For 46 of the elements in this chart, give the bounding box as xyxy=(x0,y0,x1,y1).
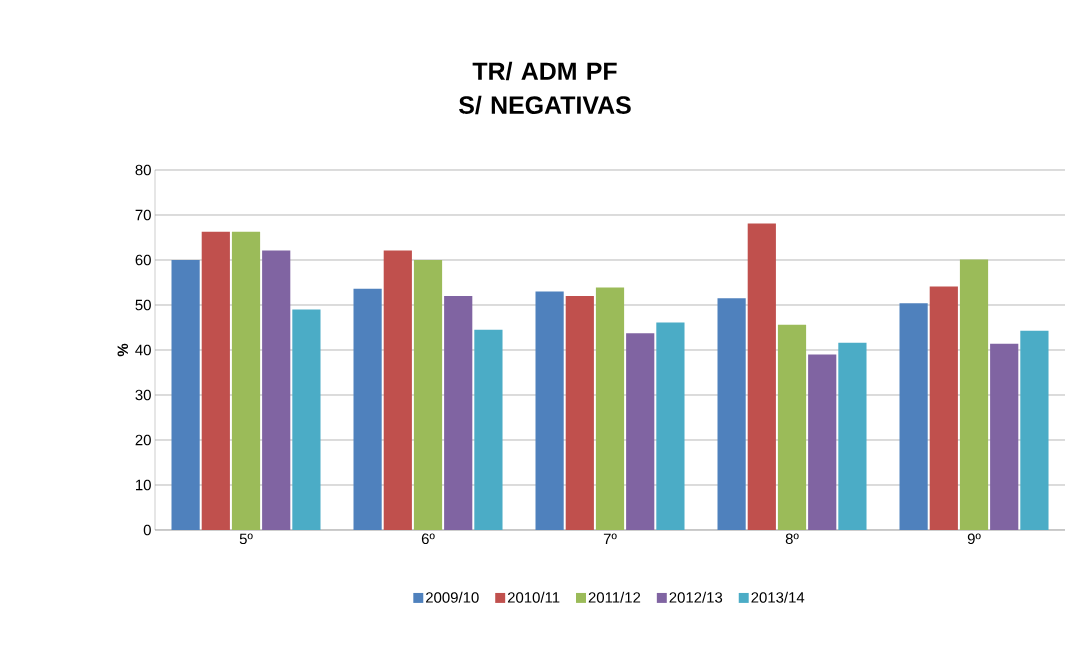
x-tick-label: 5º xyxy=(239,533,253,545)
bar xyxy=(929,286,958,530)
bar xyxy=(231,231,261,530)
bar xyxy=(747,223,776,530)
bar xyxy=(959,259,989,530)
y-tick-label: 40 xyxy=(135,344,151,356)
y-tick-label: 30 xyxy=(135,389,151,401)
legend-label: 2010/11 xyxy=(507,591,560,603)
bar xyxy=(383,250,412,530)
bar xyxy=(171,259,200,530)
bar xyxy=(292,309,321,530)
bar xyxy=(777,324,807,530)
x-tick-label: 8º xyxy=(785,533,799,545)
bar xyxy=(474,329,503,530)
bar xyxy=(1020,330,1049,530)
y-tick-label: 80 xyxy=(135,164,151,176)
bar xyxy=(565,295,594,530)
bar xyxy=(201,231,230,530)
bar xyxy=(444,295,473,530)
legend-label: 2009/10 xyxy=(426,591,479,603)
y-tick-label: 10 xyxy=(136,479,151,491)
y-tick-label: 60 xyxy=(135,254,151,266)
bar xyxy=(413,259,443,530)
bar xyxy=(626,333,655,530)
legend-label: 2013/14 xyxy=(751,591,805,603)
legend-label: 2011/12 xyxy=(588,591,641,603)
y-axis-title: % xyxy=(117,343,129,357)
bar xyxy=(899,303,928,530)
x-tick-label: 7º xyxy=(603,533,617,544)
bar xyxy=(717,298,746,530)
bar xyxy=(595,287,625,530)
y-tick-label: 50 xyxy=(135,299,151,311)
bar xyxy=(262,250,291,530)
bar xyxy=(808,354,837,530)
chart-title: TR/ ADM PF S/ NEGATIVAS xyxy=(459,61,631,115)
bar xyxy=(990,343,1019,530)
y-tick-label: 20 xyxy=(135,434,151,446)
x-tick-label: 6º xyxy=(421,533,435,545)
legend-label: 2012/13 xyxy=(669,591,723,603)
bar xyxy=(838,342,867,530)
bar xyxy=(656,322,685,530)
x-tick-label: 9º xyxy=(967,533,981,545)
bar xyxy=(535,291,564,530)
bar xyxy=(353,288,382,530)
y-tick-label: 0 xyxy=(143,524,151,536)
y-tick-label: 70 xyxy=(135,209,151,221)
